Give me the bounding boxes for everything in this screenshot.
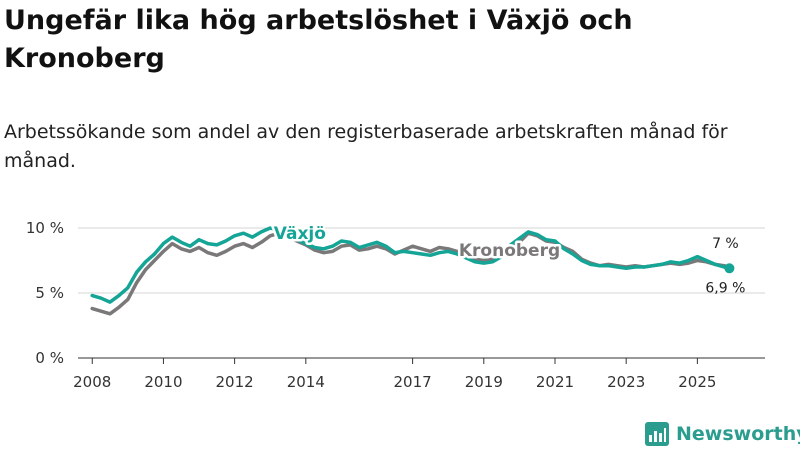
- x-tick-label: 2025: [678, 373, 716, 391]
- end-label-vaxjo: 6,9 %: [705, 280, 745, 296]
- chart-title: Ungefär lika hög arbetslöshet i Växjö oc…: [4, 5, 633, 74]
- end-label-kronoberg: 7 %: [712, 236, 739, 252]
- series-label-vaxjo: Växjö: [274, 224, 326, 244]
- x-tick-label: 2008: [73, 373, 111, 391]
- x-tick-label: 2019: [465, 373, 503, 391]
- newsworthy-brand: Newsworthy: [644, 419, 800, 449]
- end-point-vaxjo: [724, 263, 735, 274]
- line-chart: 0 % 5 % 10 % 2008 2010 2012 2014 2017 2019 2021 20…: [26, 219, 765, 391]
- x-tick-label: 2010: [144, 373, 182, 391]
- x-tick-label: 2014: [287, 373, 325, 391]
- x-tick-label: 2012: [216, 373, 254, 391]
- newsworthy-logo-icon: [645, 422, 669, 446]
- chart-subtitle: Arbetssökande som andel av den registerb…: [4, 121, 728, 172]
- x-tick-label: 2017: [394, 373, 432, 391]
- series-line-vaxjo: [90, 226, 732, 304]
- series-label-kronoberg: Kronoberg: [459, 241, 560, 261]
- y-tick-label: 10 %: [26, 219, 64, 237]
- x-tick-label: 2021: [536, 373, 574, 391]
- y-tick-label: 5 %: [35, 284, 64, 302]
- newsworthy-wordmark: Newsworthy: [676, 423, 800, 445]
- x-tick-label: 2023: [607, 373, 645, 391]
- y-tick-label: 0 %: [35, 349, 64, 367]
